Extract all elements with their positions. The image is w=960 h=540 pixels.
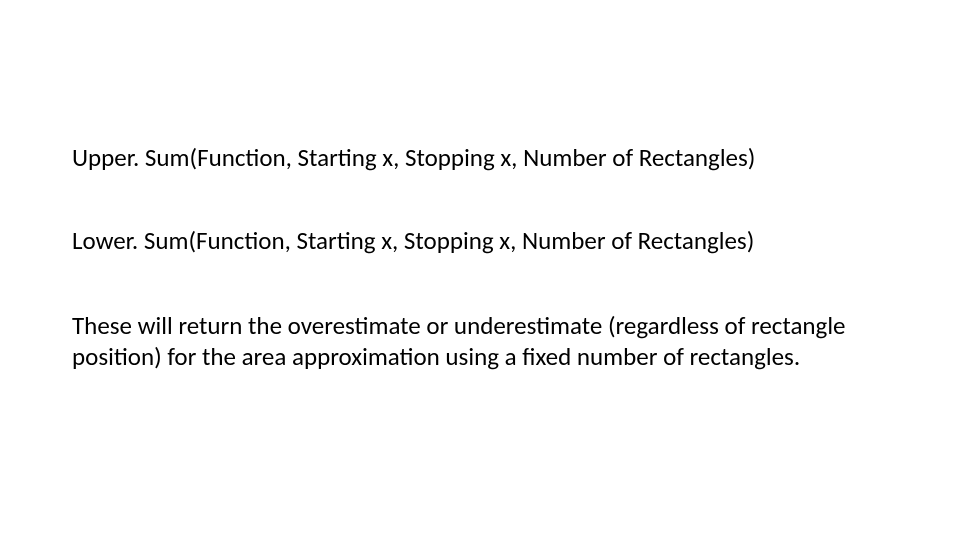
slide: Upper. Sum(Function, Starting x, Stoppin…: [0, 0, 960, 540]
lower-sum-syntax: Lower. Sum(Function, Starting x, Stoppin…: [72, 225, 754, 256]
description-paragraph: These will return the overestimate or un…: [72, 310, 892, 373]
upper-sum-syntax: Upper. Sum(Function, Starting x, Stoppin…: [72, 142, 755, 173]
